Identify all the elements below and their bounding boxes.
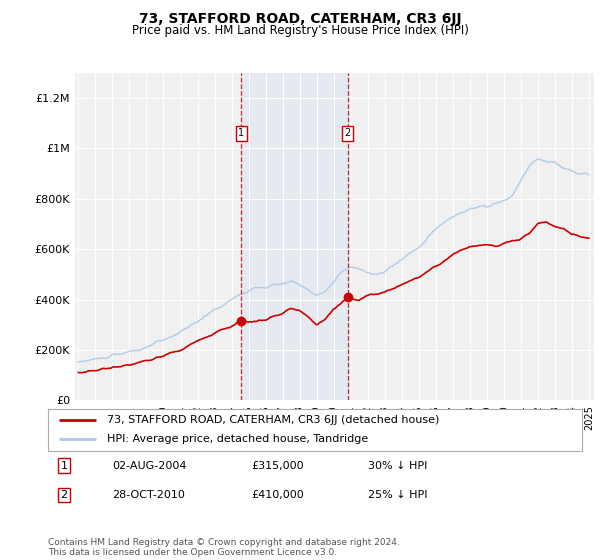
- Text: Contains HM Land Registry data © Crown copyright and database right 2024.
This d: Contains HM Land Registry data © Crown c…: [48, 538, 400, 557]
- Text: 30% ↓ HPI: 30% ↓ HPI: [368, 461, 428, 471]
- Text: Price paid vs. HM Land Registry's House Price Index (HPI): Price paid vs. HM Land Registry's House …: [131, 24, 469, 36]
- Text: £410,000: £410,000: [251, 490, 304, 500]
- Text: 73, STAFFORD ROAD, CATERHAM, CR3 6JJ: 73, STAFFORD ROAD, CATERHAM, CR3 6JJ: [139, 12, 461, 26]
- Text: 28-OCT-2010: 28-OCT-2010: [112, 490, 185, 500]
- Text: HPI: Average price, detached house, Tandridge: HPI: Average price, detached house, Tand…: [107, 435, 368, 445]
- Text: 1: 1: [61, 461, 68, 471]
- Text: 25% ↓ HPI: 25% ↓ HPI: [368, 490, 428, 500]
- Text: 02-AUG-2004: 02-AUG-2004: [112, 461, 187, 471]
- Text: 73, STAFFORD ROAD, CATERHAM, CR3 6JJ (detached house): 73, STAFFORD ROAD, CATERHAM, CR3 6JJ (de…: [107, 415, 439, 425]
- Text: 2: 2: [344, 128, 351, 138]
- Bar: [241, 73, 348, 400]
- Text: 2: 2: [61, 490, 68, 500]
- Text: 1: 1: [238, 128, 245, 138]
- Text: £315,000: £315,000: [251, 461, 304, 471]
